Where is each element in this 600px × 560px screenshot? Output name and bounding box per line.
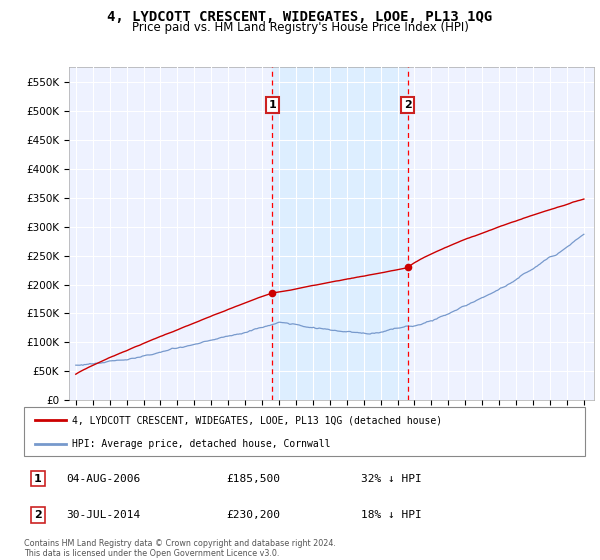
Text: 18% ↓ HPI: 18% ↓ HPI (361, 510, 421, 520)
Text: 04-AUG-2006: 04-AUG-2006 (66, 474, 140, 484)
Text: 4, LYDCOTT CRESCENT, WIDEGATES, LOOE, PL13 1QG (detached house): 4, LYDCOTT CRESCENT, WIDEGATES, LOOE, PL… (71, 416, 442, 426)
Text: Contains HM Land Registry data © Crown copyright and database right 2024.
This d: Contains HM Land Registry data © Crown c… (24, 539, 336, 558)
Text: £230,200: £230,200 (226, 510, 280, 520)
Text: 2: 2 (34, 510, 42, 520)
FancyBboxPatch shape (24, 407, 585, 456)
Text: Price paid vs. HM Land Registry's House Price Index (HPI): Price paid vs. HM Land Registry's House … (131, 21, 469, 34)
Text: 2: 2 (404, 100, 412, 110)
Bar (272, 67, 408, 400)
Text: 30-JUL-2014: 30-JUL-2014 (66, 510, 140, 520)
Text: 1: 1 (34, 474, 42, 484)
Text: 4, LYDCOTT CRESCENT, WIDEGATES, LOOE, PL13 1QG: 4, LYDCOTT CRESCENT, WIDEGATES, LOOE, PL… (107, 10, 493, 24)
Text: £185,500: £185,500 (226, 474, 280, 484)
Text: 32% ↓ HPI: 32% ↓ HPI (361, 474, 421, 484)
Text: 1: 1 (268, 100, 276, 110)
Text: HPI: Average price, detached house, Cornwall: HPI: Average price, detached house, Corn… (71, 439, 330, 449)
